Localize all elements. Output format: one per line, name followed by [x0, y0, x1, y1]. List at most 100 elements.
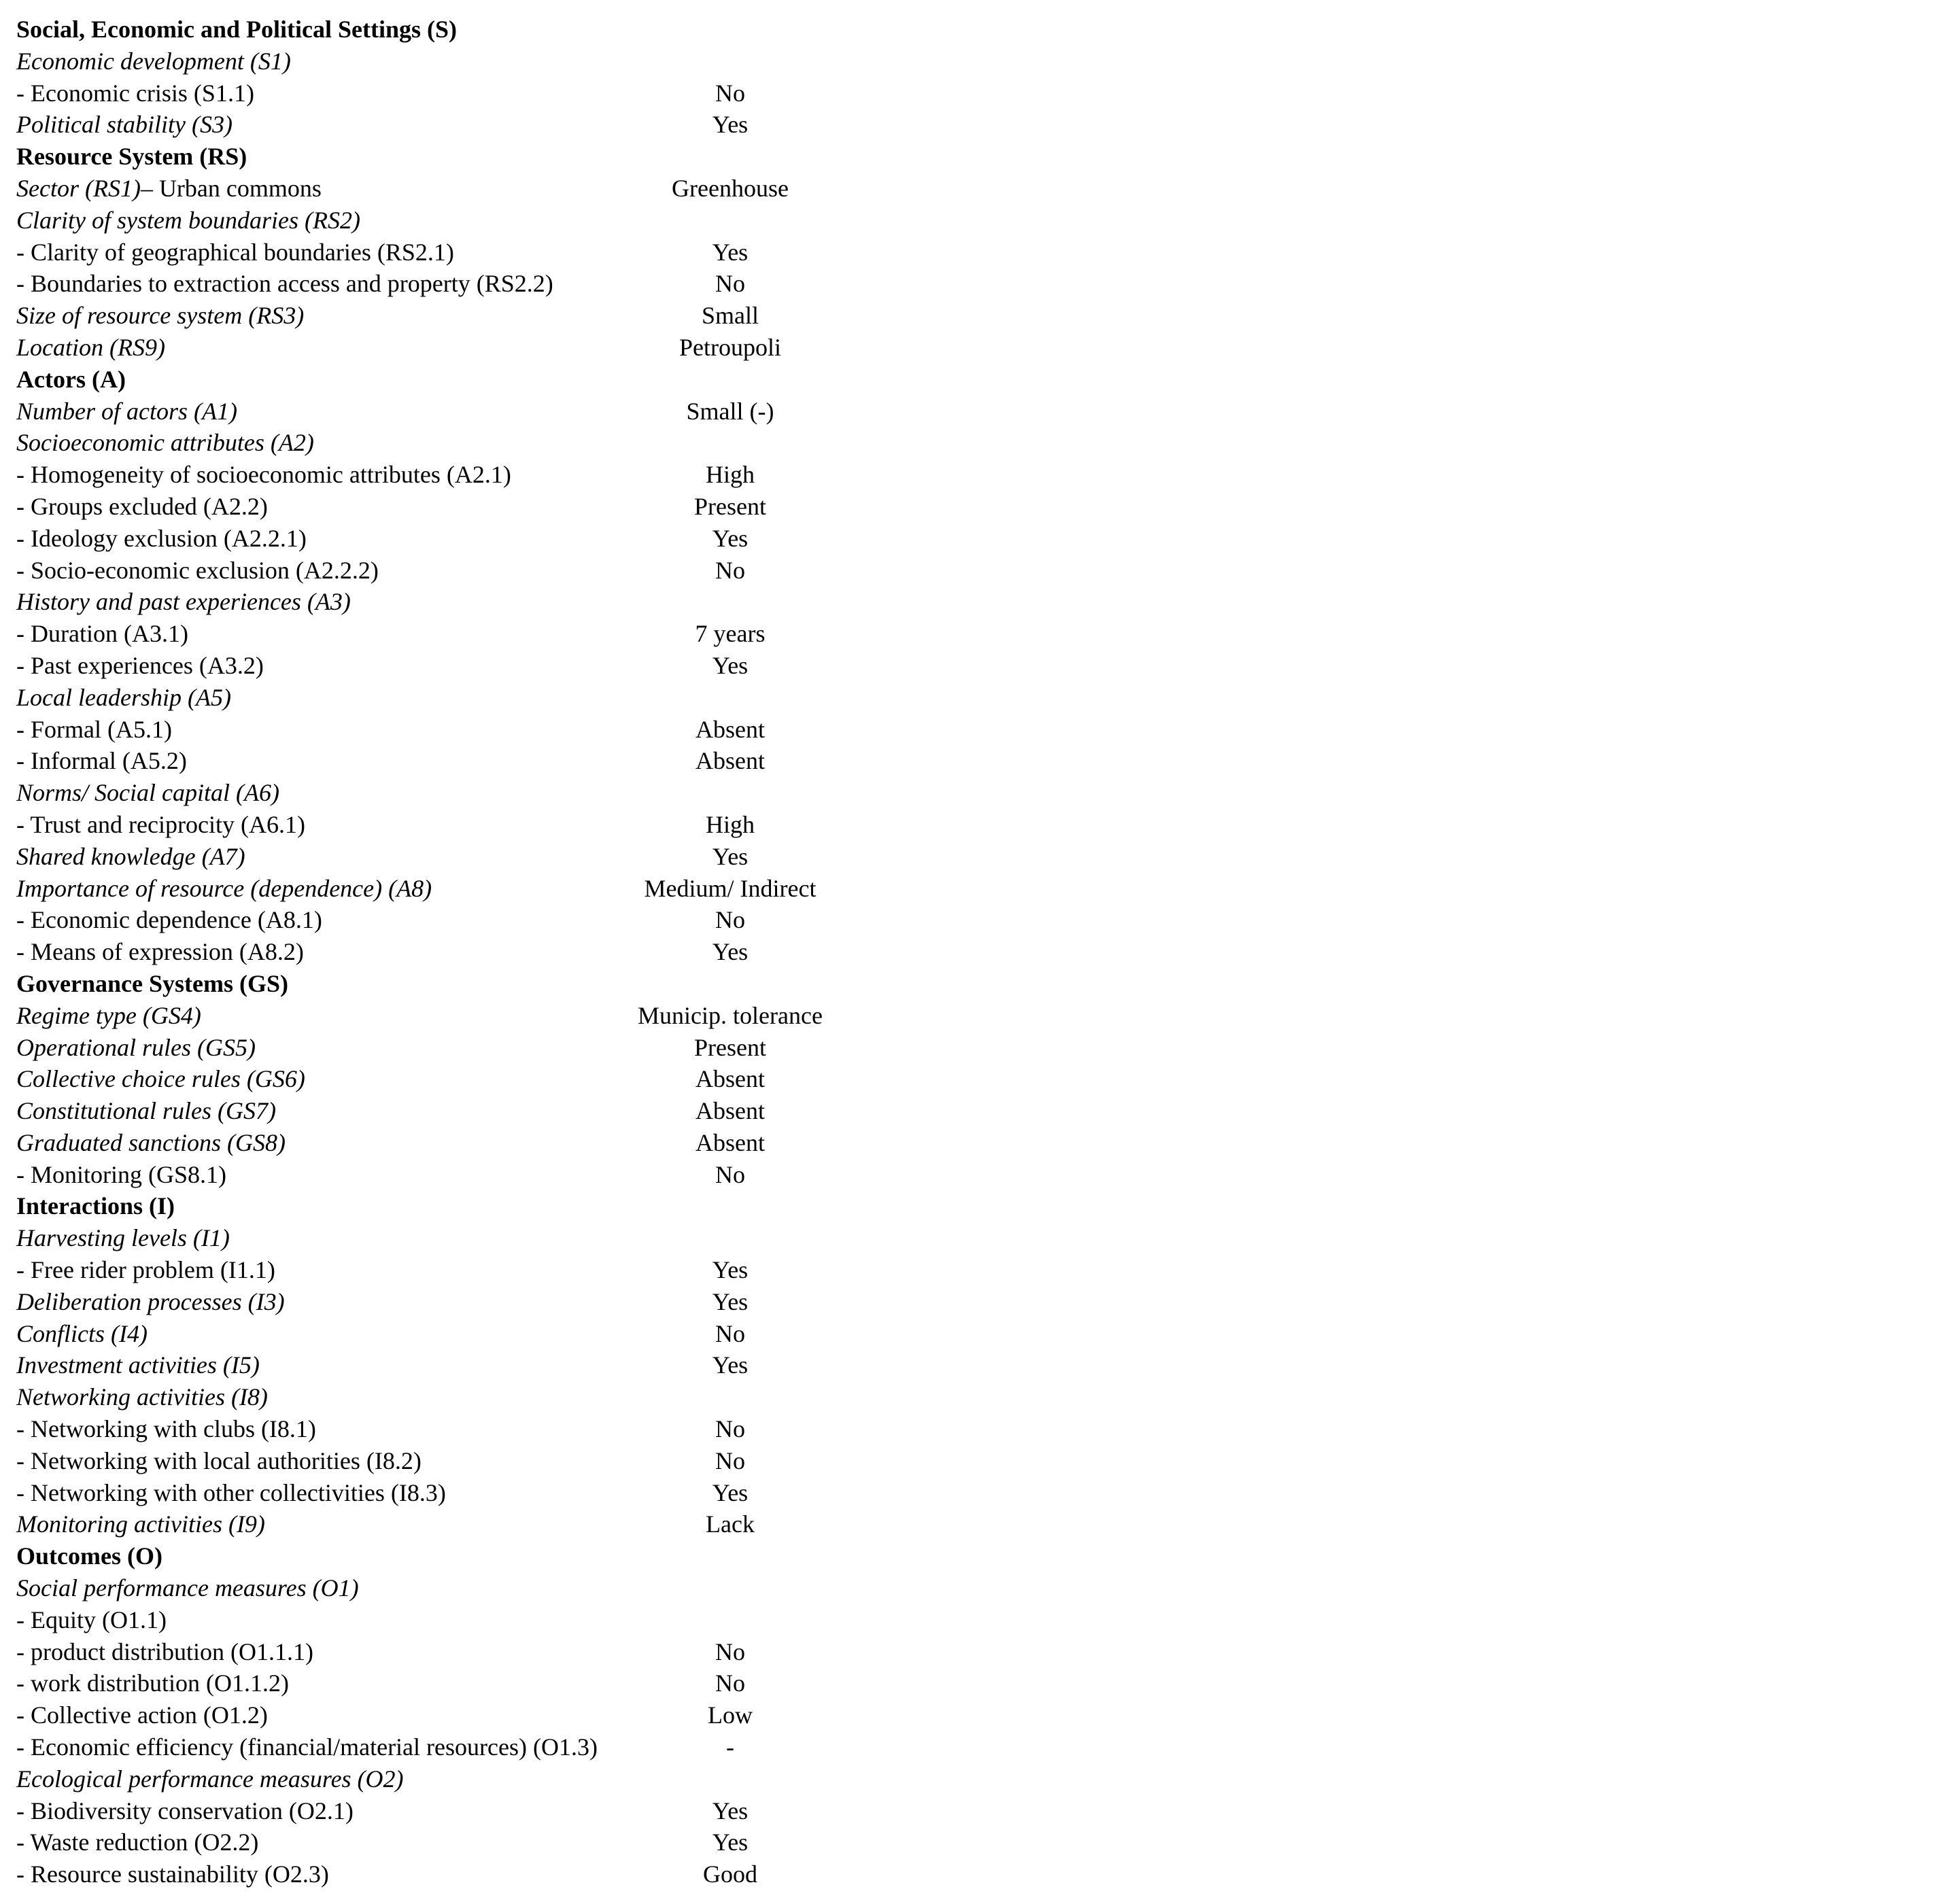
- row-label: - Collective action (O1.2): [16, 1699, 628, 1731]
- row-label-rest: – Urban commons: [141, 175, 322, 202]
- row-value: Low: [628, 1699, 832, 1731]
- row-label: Size of resource system (RS3): [16, 300, 628, 332]
- row-label-italic: Sector (RS1): [16, 175, 141, 202]
- row-value: Yes: [628, 936, 832, 968]
- row-label: - Means of expression (A8.2): [16, 936, 628, 968]
- table-row: - Formal (A5.1)Absent: [16, 714, 1942, 746]
- row-label: Outcomes (O): [16, 1540, 628, 1572]
- table-row: Operational rules (GS5)Present: [16, 1032, 1942, 1064]
- row-label: History and past experiences (A3): [16, 586, 628, 618]
- row-value: Yes: [628, 841, 832, 873]
- table-row: Location (RS9)Petroupoli: [16, 332, 1942, 364]
- row-label: Graduated sanctions (GS8): [16, 1127, 628, 1159]
- row-label: Networking activities (I8): [16, 1381, 628, 1413]
- row-label: Conflicts (I4): [16, 1318, 628, 1350]
- table-row: Political stability (S3)Yes: [16, 109, 1942, 141]
- table-row: - Biodiversity conservation (O2.1)Yes: [16, 1795, 1942, 1827]
- table-row: - Economic efficiency (financial/materia…: [16, 1731, 1942, 1763]
- table-row: - Duration (A3.1)7 years: [16, 618, 1942, 650]
- row-value: Absent: [628, 1063, 832, 1095]
- row-value: Absent: [628, 1127, 832, 1159]
- row-value: Petroupoli: [628, 332, 832, 364]
- table-row: - work distribution (O1.1.2)No: [16, 1667, 1942, 1699]
- row-value: Present: [628, 491, 832, 523]
- row-label: - Boundaries to extraction access and pr…: [16, 268, 628, 300]
- row-label: Deliberation processes (I3): [16, 1286, 628, 1318]
- row-value: No: [628, 268, 832, 300]
- table-row: Constitutional rules (GS7)Absent: [16, 1095, 1942, 1127]
- row-value: Yes: [628, 1477, 832, 1509]
- row-value: Lack: [628, 1508, 832, 1540]
- table-row: Number of actors (A1)Small (-): [16, 396, 1942, 428]
- row-value: -: [628, 1731, 832, 1763]
- table-row: Size of resource system (RS3)Small: [16, 300, 1942, 332]
- table-row: - Means of expression (A8.2)Yes: [16, 936, 1942, 968]
- row-value: No: [628, 1413, 832, 1445]
- row-value: High: [628, 459, 832, 491]
- row-label: - Trust and reciprocity (A6.1): [16, 809, 628, 841]
- row-label: Norms/ Social capital (A6): [16, 777, 628, 809]
- row-label: - Waste reduction (O2.2): [16, 1827, 628, 1858]
- row-label: Actors (A): [16, 364, 628, 396]
- ses-framework-table: Social, Economic and Political Settings …: [16, 14, 1942, 1890]
- row-value: Yes: [628, 650, 832, 682]
- table-row: Deliberation processes (I3)Yes: [16, 1286, 1942, 1318]
- table-row: Outcomes (O): [16, 1540, 1942, 1572]
- table-row: Resource System (RS): [16, 141, 1942, 173]
- row-value: Present: [628, 1032, 832, 1064]
- row-label: Political stability (S3): [16, 109, 628, 141]
- row-value: No: [628, 1445, 832, 1477]
- table-row: - Economic dependence (A8.1)No: [16, 904, 1942, 936]
- table-row: - Informal (A5.2)Absent: [16, 745, 1942, 777]
- table-row: - Ideology exclusion (A2.2.1)Yes: [16, 523, 1942, 555]
- table-row: - product distribution (O1.1.1)No: [16, 1636, 1942, 1668]
- row-value: 7 years: [628, 618, 832, 650]
- row-label: - Clarity of geographical boundaries (RS…: [16, 237, 628, 269]
- table-row: - Trust and reciprocity (A6.1)High: [16, 809, 1942, 841]
- row-label: Collective choice rules (GS6): [16, 1063, 628, 1095]
- row-label: - Biodiversity conservation (O2.1): [16, 1795, 628, 1827]
- table-row: Norms/ Social capital (A6): [16, 777, 1942, 809]
- row-value: Good: [628, 1858, 832, 1890]
- row-label: - Economic efficiency (financial/materia…: [16, 1731, 628, 1763]
- row-label: - Ideology exclusion (A2.2.1): [16, 523, 628, 555]
- row-label: - Equity (O1.1): [16, 1604, 628, 1636]
- row-label: - Homogeneity of socioeconomic attribute…: [16, 459, 628, 491]
- row-label: - Economic dependence (A8.1): [16, 904, 628, 936]
- row-label: - work distribution (O1.1.2): [16, 1667, 628, 1699]
- row-value: Medium/ Indirect: [628, 873, 832, 905]
- table-row: - Waste reduction (O2.2)Yes: [16, 1827, 1942, 1858]
- row-value: Yes: [628, 1254, 832, 1286]
- row-value: No: [628, 904, 832, 936]
- table-row: - Networking with clubs (I8.1)No: [16, 1413, 1942, 1445]
- table-row: Investment activities (I5)Yes: [16, 1349, 1942, 1381]
- row-value: Absent: [628, 714, 832, 746]
- table-row: - Networking with other collectivities (…: [16, 1477, 1942, 1509]
- row-label: Sector (RS1)– Urban commons: [16, 173, 628, 205]
- row-value: Yes: [628, 523, 832, 555]
- table-row: - Homogeneity of socioeconomic attribute…: [16, 459, 1942, 491]
- row-value: Small (-): [628, 396, 832, 428]
- table-row: Actors (A): [16, 364, 1942, 396]
- table-row: - Groups excluded (A2.2)Present: [16, 491, 1942, 523]
- row-label: - Past experiences (A3.2): [16, 650, 628, 682]
- row-value: No: [628, 555, 832, 587]
- table-row: Collective choice rules (GS6)Absent: [16, 1063, 1942, 1095]
- table-row: Social performance measures (O1): [16, 1572, 1942, 1604]
- row-label: Location (RS9): [16, 332, 628, 364]
- row-label: - Networking with other collectivities (…: [16, 1477, 628, 1509]
- row-value: Municip. tolerance: [628, 1000, 832, 1032]
- row-value: Absent: [628, 745, 832, 777]
- row-label: - Groups excluded (A2.2): [16, 491, 628, 523]
- row-label: Ecological performance measures (O2): [16, 1763, 628, 1795]
- row-label: Socioeconomic attributes (A2): [16, 427, 628, 459]
- row-label: Local leadership (A5): [16, 682, 628, 714]
- table-row: Conflicts (I4)No: [16, 1318, 1942, 1350]
- row-label: - Socio-economic exclusion (A2.2.2): [16, 555, 628, 587]
- row-label: Investment activities (I5): [16, 1349, 628, 1381]
- table-row: - Monitoring (GS8.1)No: [16, 1159, 1942, 1191]
- table-row: Social, Economic and Political Settings …: [16, 14, 1942, 46]
- row-label: Number of actors (A1): [16, 396, 628, 428]
- table-row: - Resource sustainability (O2.3)Good: [16, 1858, 1942, 1890]
- table-row: Governance Systems (GS): [16, 968, 1942, 1000]
